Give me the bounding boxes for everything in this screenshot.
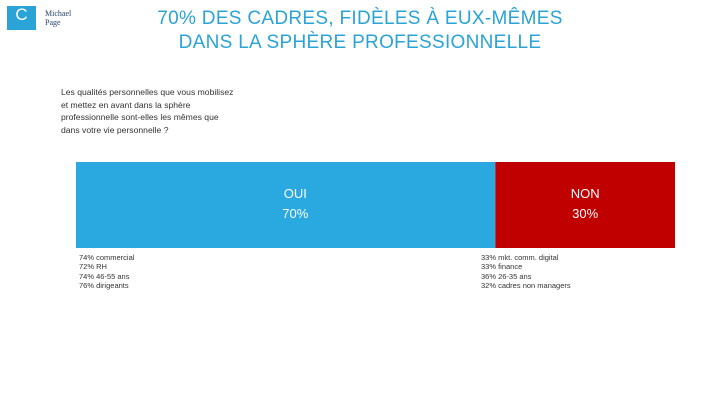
title-line-2: DANS LA SPHÈRE PROFESSIONNELLE [178, 32, 542, 53]
bar-label-oui: OUI [284, 186, 307, 201]
logo-letter: C [15, 5, 28, 24]
survey-question: Les qualités personnelles que vous mobil… [61, 87, 234, 135]
non-note-item: 32% cadres non managers [481, 280, 571, 290]
non-note-item: 33% finance [481, 262, 523, 272]
brand-logo-text: Michael Page [45, 9, 85, 27]
bar-value-non: 30% [572, 206, 598, 221]
bar-label-non: NON [571, 186, 600, 201]
non-note-item: 33% mkt. comm. digital [481, 253, 559, 262]
title-line-1: 70% DES CADRES, FIDÈLES À EUX-MÊMES [157, 8, 563, 29]
non-note-item: 36% 26-35 ans [481, 271, 532, 281]
brand-logo-badge: C [7, 6, 36, 30]
notes-oui: 74% commercial 72% RH 74% 46-55 ans 76% dir… [79, 253, 134, 290]
oui-note-item: 72% RH [79, 262, 107, 272]
brand-line-1: Michael [45, 9, 72, 18]
bar-non [495, 162, 675, 248]
oui-note-item: 74% commercial [79, 253, 135, 262]
bar-oui [76, 162, 496, 248]
oui-note-item: 74% 46-55 ans [79, 271, 130, 281]
slide-title: 70% DES CADRES, FIDÈLES À EUX-MÊMES DANS… [100, 7, 620, 55]
bar-value-oui: 70% [282, 206, 308, 221]
oui-note-item: 76% dirigeants [79, 280, 129, 290]
notes-non: 33% mkt. comm. digital 33% finance 36% 26-… [481, 253, 571, 290]
brand-line-2: Page [45, 18, 61, 27]
